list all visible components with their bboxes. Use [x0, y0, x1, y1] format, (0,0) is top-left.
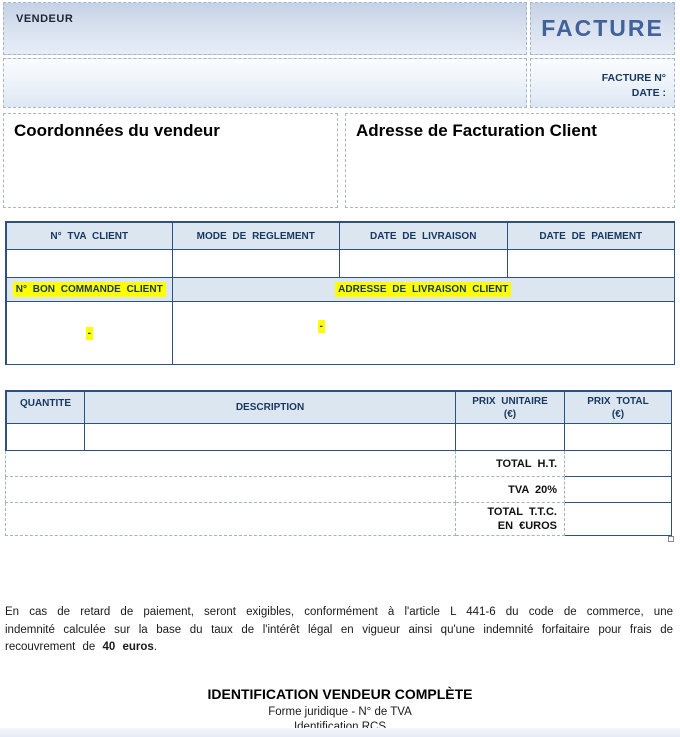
tva-client-input[interactable] — [5, 250, 173, 278]
invoice-number-label: FACTURE N° — [601, 72, 666, 84]
footer-legal-form: Forme juridique - N° de TVA — [268, 706, 412, 718]
item-quantity-input[interactable] — [5, 424, 85, 451]
header-prix-total: PRIX TOTAL (€) — [565, 390, 672, 424]
vendor-label: VENDEUR — [16, 13, 74, 25]
header-adresse-livraison: ADRESSE DE LIVRAISON CLIENT — [172, 278, 675, 302]
footer-identification: IDENTIFICATION VENDEUR COMPLÈTE Forme ju… — [0, 686, 680, 734]
total-ttc-label: TOTAL T.T.C. EN €UROS — [456, 503, 565, 536]
bon-commande-highlight: N° BON COMMANDE CLIENT — [12, 282, 166, 297]
prix-total-line1: PRIX TOTAL — [587, 395, 649, 407]
item-unit-price-input[interactable] — [456, 424, 565, 451]
header-description: DESCRIPTION — [85, 390, 456, 424]
mode-reglement-input[interactable] — [172, 250, 340, 278]
item-description-input[interactable] — [85, 424, 456, 451]
totals-spacer-row2 — [5, 477, 456, 503]
adresse-livraison-placeholder: - — [317, 320, 325, 333]
header-tva-client: N° TVA CLIENT — [5, 221, 173, 250]
legal-bold-amount: 40 euros — [102, 641, 154, 653]
date-livraison-input[interactable] — [340, 250, 508, 278]
bon-commande-input[interactable]: - — [5, 302, 173, 365]
total-ttc-value[interactable] — [565, 503, 672, 536]
seller-address-box[interactable]: Coordonnées du vendeur — [3, 113, 338, 208]
bottom-strip — [0, 728, 680, 737]
tva-value[interactable] — [565, 477, 672, 503]
vendor-details-box[interactable] — [3, 58, 527, 108]
bon-commande-placeholder: - — [85, 326, 93, 340]
invoice-title: FACTURE — [541, 15, 664, 41]
legal-text-before: En cas de retard de paiement, seront exi… — [5, 606, 673, 653]
date-paiement-input[interactable] — [507, 250, 675, 278]
client-info-table: N° TVA CLIENT MODE DE REGLEMENT DATE DE … — [5, 221, 675, 365]
footer-title: IDENTIFICATION VENDEUR COMPLÈTE — [207, 686, 473, 702]
header-date-livraison: DATE DE LIVRAISON — [340, 221, 508, 250]
header-quantite: QUANTITE — [5, 390, 85, 424]
items-table: QUANTITE DESCRIPTION PRIX UNITAIRE (€) P… — [5, 390, 672, 536]
total-ht-value[interactable] — [565, 451, 672, 477]
tva-label: TVA 20% — [456, 477, 565, 503]
prix-unitaire-line2: (€) — [503, 408, 517, 420]
totals-spacer-row3 — [5, 503, 456, 536]
seller-address-title: Coordonnées du vendeur — [14, 121, 220, 140]
vendor-header-box[interactable]: VENDEUR — [3, 2, 527, 55]
prix-unitaire-line1: PRIX UNITAIRE — [472, 395, 548, 407]
header-mode-reglement: MODE DE REGLEMENT — [172, 221, 340, 250]
billing-address-title: Adresse de Facturation Client — [356, 121, 597, 140]
invoice-title-box: FACTURE — [530, 2, 675, 55]
legal-text-after: . — [153, 641, 158, 653]
header-bon-commande: N° BON COMMANDE CLIENT — [5, 278, 173, 302]
header-prix-unitaire: PRIX UNITAIRE (€) — [456, 390, 565, 424]
item-total-price-input[interactable] — [565, 424, 672, 451]
invoice-meta-box[interactable]: FACTURE N° DATE : — [530, 58, 675, 108]
totals-spacer-row1 — [5, 451, 456, 477]
prix-total-line2: (€) — [611, 408, 625, 420]
invoice-date-label: DATE : — [631, 87, 666, 99]
header-date-paiement: DATE DE PAIEMENT — [507, 221, 675, 250]
total-ht-label: TOTAL H.T. — [456, 451, 565, 477]
adresse-livraison-highlight: ADRESSE DE LIVRAISON CLIENT — [335, 282, 512, 297]
adresse-livraison-input[interactable]: - — [172, 302, 675, 365]
resize-handle-square[interactable] — [668, 536, 674, 542]
billing-address-box[interactable]: Adresse de Facturation Client — [345, 113, 675, 208]
legal-paragraph: En cas de retard de paiement, seront exi… — [5, 604, 673, 657]
